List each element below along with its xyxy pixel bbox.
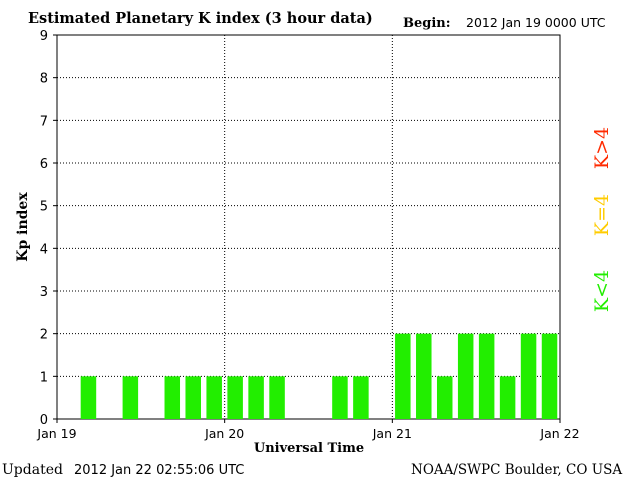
legend-item: K<4 — [591, 270, 613, 312]
y-tick-label: 0 — [40, 413, 48, 428]
y-tick-label: 6 — [40, 157, 48, 172]
kp-bar — [80, 376, 97, 419]
kp-bar — [541, 333, 558, 419]
kp-bar — [416, 333, 432, 419]
legend-item: K=4 — [591, 194, 613, 236]
kp-bar — [164, 376, 181, 419]
kp-bar — [395, 333, 411, 419]
kp-bar — [436, 376, 453, 419]
kp-bar — [248, 376, 264, 419]
y-tick-label: 1 — [40, 370, 48, 385]
kp-bar — [478, 333, 495, 419]
updated-value: 2012 Jan 22 02:55:06 UTC — [74, 463, 244, 478]
y-tick-label: 3 — [40, 285, 48, 300]
grid-lines — [57, 35, 560, 419]
kp-bar — [206, 376, 222, 419]
x-axis-label: Universal Time — [254, 441, 364, 456]
begin-value: 2012 Jan 19 0000 UTC — [466, 15, 606, 30]
kp-bar — [269, 376, 285, 419]
bars-group — [80, 333, 558, 419]
y-tick-label: 2 — [40, 328, 48, 343]
kp-bar — [520, 333, 537, 419]
y-tick-label: 8 — [40, 72, 48, 87]
x-tick-label: Jan 20 — [204, 426, 244, 441]
y-tick-label: 4 — [40, 242, 48, 257]
kp-bar — [122, 376, 139, 419]
y-axis-label: Kp index — [15, 192, 31, 262]
updated-label: Updated — [2, 462, 63, 478]
x-tick-label: Jan 21 — [372, 426, 412, 441]
y-tick-label: 5 — [40, 200, 48, 215]
y-tick-label: 9 — [40, 29, 48, 44]
kp-bar — [185, 376, 201, 419]
kp-bar — [457, 333, 474, 419]
begin-label: Begin: — [403, 16, 451, 31]
x-tick-label: Jan 19 — [36, 426, 76, 441]
kp-bar — [332, 376, 348, 419]
kp-bar — [499, 376, 516, 419]
kp-bar — [227, 376, 243, 419]
source-credit: NOAA/SWPC Boulder, CO USA — [411, 462, 622, 478]
x-tick-labels: Jan 19 Jan 20 Jan 21 Jan 22 — [36, 419, 580, 441]
legend-item: K>4 — [591, 127, 613, 169]
kp-bar — [353, 376, 369, 419]
legend: K>4 K=4 K<4 — [591, 127, 613, 312]
chart-title: Estimated Planetary K index (3 hour data… — [28, 10, 373, 27]
y-tick-labels: 0 1 2 3 4 5 6 7 8 9 — [40, 29, 57, 428]
x-tick-label: Jan 22 — [539, 426, 579, 441]
y-tick-label: 7 — [40, 114, 48, 129]
plot-frame — [56, 34, 561, 420]
